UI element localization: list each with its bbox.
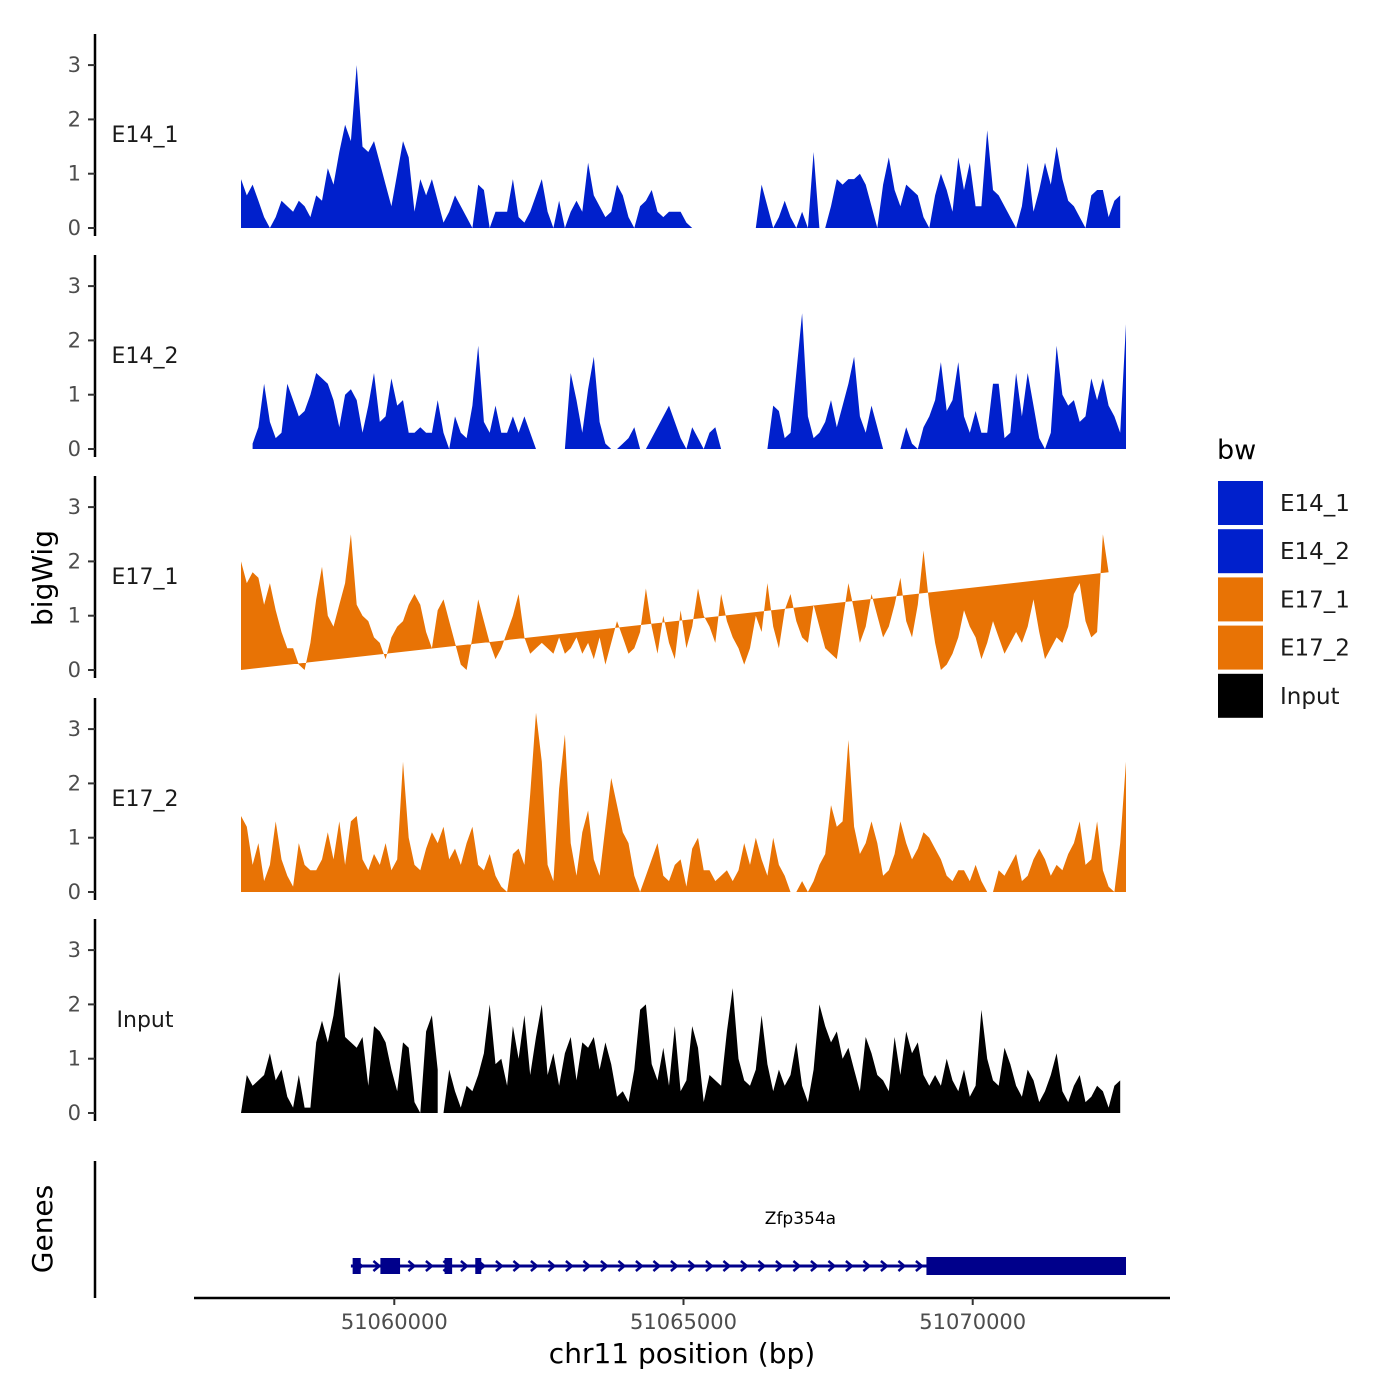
strand-arrow — [670, 1260, 679, 1272]
strand-arrow — [845, 1260, 854, 1272]
exon — [352, 1258, 361, 1274]
legend-swatch — [1218, 625, 1263, 670]
strand-arrow — [372, 1260, 382, 1272]
y-tick-label: 2 — [68, 107, 81, 131]
y-tick-label: 1 — [68, 826, 81, 850]
strand-arrow — [757, 1260, 767, 1272]
coverage-area — [241, 534, 1109, 670]
strand-arrow — [862, 1260, 872, 1272]
strand-arrow — [617, 1260, 627, 1272]
y-tick-label: 1 — [68, 604, 81, 628]
track-label: E17_1 — [112, 565, 179, 590]
y-tick-label: 2 — [68, 549, 81, 573]
coverage-area — [241, 712, 791, 892]
strand-arrow — [600, 1260, 609, 1272]
track-e17-2: 0 1 2 3 E17_2 — [68, 697, 1126, 904]
coverage-area — [443, 988, 1121, 1113]
coverage-area — [767, 313, 1126, 449]
y-tick-label: 2 — [68, 992, 81, 1016]
y-tick-label: 0 — [68, 437, 81, 461]
legend-swatch — [1218, 481, 1263, 525]
strand-arrow — [565, 1260, 574, 1272]
gene-panel: Genes Zfp354a — [26, 1161, 1126, 1298]
y-tick-label: 3 — [68, 53, 81, 77]
legend-swatch — [1218, 529, 1263, 574]
strand-arrow — [827, 1260, 837, 1272]
track-input: 0 1 2 3 Input — [68, 918, 1121, 1125]
gene-zfp354a: Zfp354a — [350, 1209, 1126, 1275]
legend: bw E14_1 E14_2 E17_1 E17_2 Input — [1217, 435, 1350, 718]
track-e17-1: 0 1 2 3 E17_1 — [68, 475, 1109, 682]
legend-title: bw — [1217, 435, 1256, 466]
strand-arrow — [460, 1260, 469, 1272]
strand-arrow — [530, 1260, 539, 1272]
exon — [444, 1258, 453, 1274]
track-label: E17_2 — [112, 787, 179, 812]
x-tick-label: 51065000 — [630, 1310, 737, 1334]
coverage-area — [796, 740, 1126, 892]
y-tick-label: 3 — [68, 938, 81, 962]
strand-arrow — [792, 1260, 802, 1272]
track-e14-2: 0 1 2 3 E14_2 — [68, 254, 1126, 461]
track-label: E14_1 — [112, 123, 179, 148]
coverage-area — [755, 130, 1121, 228]
exon — [475, 1258, 482, 1274]
y-tick-label: 1 — [68, 383, 81, 407]
strand-arrow — [915, 1260, 924, 1272]
x-tick-label: 51070000 — [919, 1310, 1026, 1334]
y-tick-label: 0 — [68, 658, 81, 682]
legend-swatch — [1218, 577, 1263, 622]
legend-label: Input — [1280, 684, 1340, 710]
x-tick-label: 51060000 — [341, 1310, 448, 1334]
bigwig-tracks: 0 1 2 3 E14_1 0 1 2 3 E14_2 0 1 2 3 E17_1 0 1 2 3 E17_2 0 1 2 3… — [68, 33, 1126, 1125]
exon — [380, 1258, 401, 1274]
strand-arrow — [740, 1260, 749, 1272]
strand-arrow — [810, 1260, 819, 1272]
strand-arrow — [635, 1260, 644, 1272]
y-tick-label: 3 — [68, 495, 81, 519]
y-tick-label: 0 — [68, 1101, 81, 1125]
strand-arrow — [687, 1260, 697, 1272]
coverage-area — [241, 971, 438, 1113]
strand-arrow — [897, 1260, 907, 1272]
x-axis: 51060000 51065000 51070000 — [194, 1296, 1170, 1334]
y-tick-label: 1 — [68, 162, 81, 186]
legend-label: E14_1 — [1280, 491, 1350, 517]
y-tick-label: 2 — [68, 328, 81, 352]
y-tick-label: 0 — [68, 880, 81, 904]
strand-arrow — [407, 1260, 417, 1272]
exon — [926, 1257, 1126, 1275]
strand-arrow — [512, 1260, 522, 1272]
legend-label: E14_2 — [1280, 539, 1350, 565]
legend-label: E17_2 — [1280, 636, 1350, 662]
strand-arrow — [722, 1260, 732, 1272]
strand-arrow — [495, 1260, 504, 1272]
x-axis-title: chr11 position (bp) — [549, 1337, 815, 1370]
strand-arrow — [880, 1260, 889, 1272]
legend-swatch — [1218, 673, 1263, 718]
y-tick-label: 2 — [68, 771, 81, 795]
track-label: E14_2 — [112, 344, 179, 369]
track-e14-1: 0 1 2 3 E14_1 — [68, 33, 1121, 240]
legend-label: E17_1 — [1280, 587, 1350, 613]
y-tick-label: 3 — [68, 274, 81, 298]
strand-arrow — [547, 1260, 557, 1272]
strand-arrow — [775, 1260, 784, 1272]
strand-arrow — [705, 1260, 714, 1272]
coverage-area — [252, 345, 768, 449]
y-tick-label: 1 — [68, 1047, 81, 1071]
strand-arrow — [652, 1260, 662, 1272]
y-tick-label: 3 — [68, 717, 81, 741]
y-axis-title: bigWig — [26, 530, 59, 626]
track-label: Input — [117, 1008, 174, 1033]
strand-arrow — [425, 1260, 434, 1272]
coverage-area — [241, 65, 756, 228]
strand-arrow — [582, 1260, 592, 1272]
y-tick-label: 0 — [68, 216, 81, 240]
gene-panel-label: Genes — [26, 1185, 59, 1273]
gene-name-label: Zfp354a — [765, 1209, 836, 1229]
